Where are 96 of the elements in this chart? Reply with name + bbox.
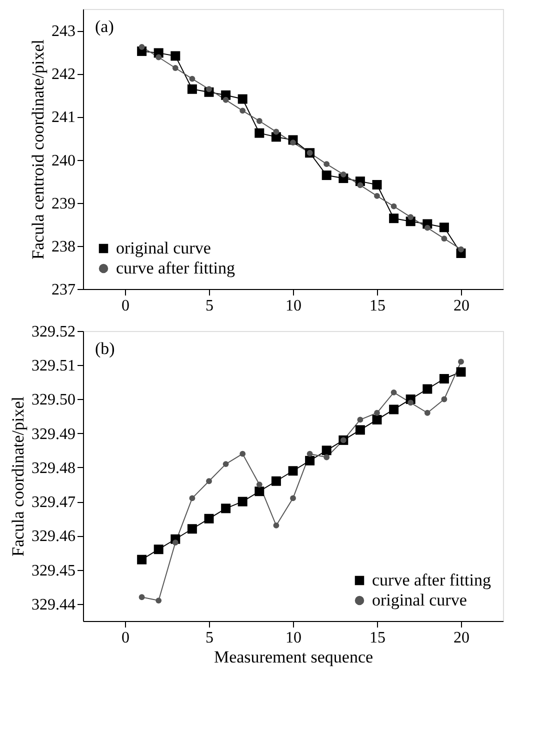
y-tick-label: 329.45 [32,562,76,580]
point [458,246,464,252]
legend-label: curve after fitting [116,258,236,278]
point [187,524,197,534]
point [390,389,397,396]
legend-label: original curve [116,238,211,258]
x-tick-label: 5 [206,298,214,314]
y-axis-title: Facula centroid coordinate/pixel [28,39,48,260]
x-tick-label: 10 [286,298,302,314]
x-tick-label: 10 [286,630,302,646]
point [156,598,162,604]
y-tick-label: 329.49 [32,426,76,443]
point [189,76,196,82]
y-tick-label: 241 [52,109,76,126]
point [256,118,262,124]
x-tick-label: 20 [454,298,470,314]
point [408,400,414,406]
y-tick-label: 329.51 [32,358,76,375]
point [372,414,382,424]
y-tick-label: 329.46 [32,528,76,546]
point [372,180,382,190]
x-tick-label: 0 [122,298,130,314]
point [439,222,449,232]
point [408,214,414,220]
x-tick-label: 15 [370,298,386,314]
point [422,384,432,394]
point [456,367,466,377]
point [322,170,332,180]
y-tick-label: 329.50 [32,392,76,409]
point [389,214,399,224]
point [254,486,264,496]
y-tick-label: 239 [52,195,76,212]
legend-label: original curve [372,590,467,610]
annotation: (b) [95,339,115,358]
point [222,461,229,468]
point [390,203,397,210]
point [305,456,315,466]
point [206,478,212,484]
y-axis-title: Facula coordinate/pixel [8,396,28,557]
point [357,416,364,423]
y-tick-label: 329.52 [32,324,76,340]
point [271,476,281,486]
x-tick-label: 0 [122,630,130,646]
point [324,161,330,168]
point [306,450,313,457]
point [355,425,365,435]
point [439,374,449,384]
point [288,466,298,476]
point [221,504,231,514]
point [273,522,280,528]
y-tick-label: 243 [52,23,76,40]
point [240,108,246,114]
y-tick-label: 329.47 [32,494,76,512]
point [374,193,380,199]
y-tick-label: 240 [52,152,76,170]
point [189,495,196,502]
point [170,51,180,61]
point [137,554,147,564]
point [172,65,178,71]
point [256,482,262,488]
point [441,236,448,242]
point [374,410,380,416]
annotation: (a) [95,17,114,36]
point [424,410,430,416]
point [254,128,264,138]
y-tick-label: 329.44 [32,596,76,614]
point [240,450,246,457]
point [441,396,448,402]
point [138,44,145,50]
y-tick-label: 238 [52,238,76,256]
x-tick-label: 15 [370,630,386,646]
legend-label: curve after fitting [372,570,492,590]
point [222,96,229,103]
x-axis-title: Measurement sequence [214,648,374,666]
y-tick-label: 329.48 [32,460,76,477]
point [138,594,145,600]
point [290,495,296,502]
point [340,171,346,178]
y-tick-label: 242 [52,66,76,84]
point [156,54,162,60]
point [154,544,164,554]
x-tick-label: 20 [454,630,470,646]
point [172,540,178,546]
point [238,94,248,104]
point [238,496,248,506]
point [187,84,197,94]
y-tick-label: 237 [52,282,76,298]
point [458,358,464,365]
point [389,404,399,414]
point [357,182,364,188]
point [324,454,330,460]
x-tick-label: 5 [206,630,214,646]
point [424,224,430,231]
point [322,446,332,456]
point [204,514,214,524]
point [273,128,280,135]
